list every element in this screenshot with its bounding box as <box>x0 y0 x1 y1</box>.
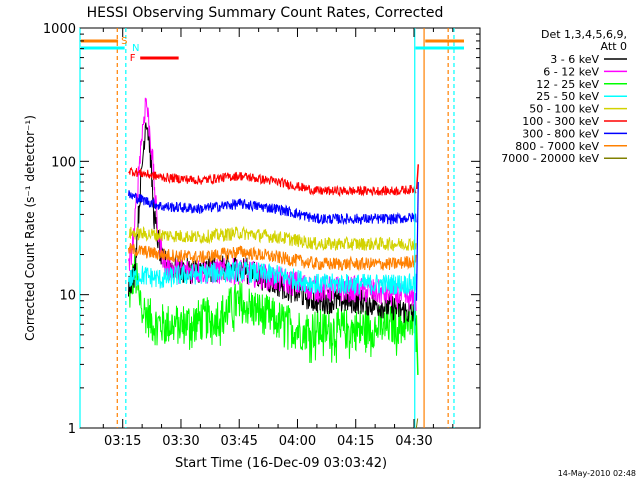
legend-label: 3 - 6 keV <box>550 53 599 66</box>
x-tick-label: 04:00 <box>279 434 316 449</box>
series-line-6 <box>128 190 417 226</box>
x-tick-label: 03:45 <box>220 434 257 449</box>
blue-edge-spike <box>415 181 419 301</box>
legend-label: 25 - 50 keV <box>536 90 599 103</box>
x-tick-label: 04:15 <box>337 434 374 449</box>
legend-label: 7000 - 20000 keV <box>501 152 599 165</box>
x-tick-label: 04:30 <box>395 434 432 449</box>
legend-label: 300 - 800 keV <box>522 127 599 140</box>
series-line-8 <box>415 418 419 429</box>
y-tick-label: 10 <box>59 289 76 304</box>
series-line-2 <box>128 254 417 364</box>
series-line-4 <box>128 225 417 252</box>
night-flag-label: N <box>132 43 139 54</box>
red-edge-spike <box>415 164 420 190</box>
y-tick-label: 1 <box>68 422 76 437</box>
legend-header: Det 1,3,4,5,6,9, <box>541 28 627 41</box>
series-line-5 <box>128 166 417 198</box>
y-axis: 1 10 100 1000 <box>43 22 480 437</box>
x-tick-label: 03:15 <box>104 434 141 449</box>
legend-label: 800 - 7000 keV <box>515 140 599 153</box>
y-tick-label: 1000 <box>43 22 76 37</box>
legend-label: 50 - 100 keV <box>529 103 599 116</box>
footer-timestamp: 14-May-2010 02:48 <box>558 469 636 478</box>
legend-label: 12 - 25 keV <box>536 78 599 91</box>
y-tick-label: 100 <box>51 155 76 170</box>
saa-flag-label: S <box>121 36 127 47</box>
series-layer <box>128 97 420 429</box>
legend-subheader: Att 0 <box>601 40 627 53</box>
flags-layer: SNF <box>79 28 464 428</box>
series-line-7 <box>128 242 417 272</box>
series-line-3 <box>128 260 417 297</box>
x-axis: 03:15 03:30 03:45 04:00 04:15 04:30 <box>102 28 454 449</box>
chart-title: HESSI Observing Summary Count Rates, Cor… <box>87 5 444 21</box>
legend-label: 6 - 12 keV <box>543 65 599 78</box>
y-axis-label: Corrected Count Rate (s⁻¹ detector⁻¹) <box>23 115 37 341</box>
legend-label: 100 - 300 keV <box>522 115 599 128</box>
x-tick-label: 03:30 <box>162 434 199 449</box>
flare-flag-label: F <box>130 53 136 64</box>
x-axis-label: Start Time (16-Dec-09 03:03:42) <box>175 456 387 471</box>
green-edge-spike <box>415 315 419 375</box>
